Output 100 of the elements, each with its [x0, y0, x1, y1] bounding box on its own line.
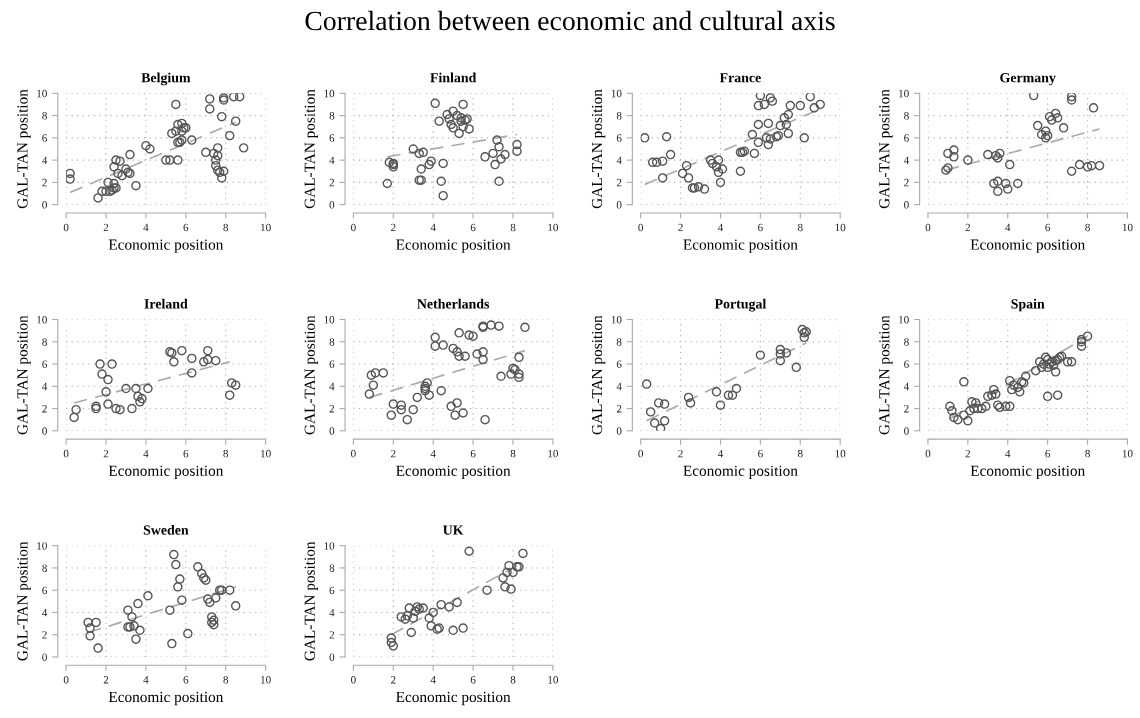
y-tick-label: 8	[42, 338, 47, 346]
x-tick-label: 0	[925, 223, 931, 232]
x-axis-title: Economic position	[970, 239, 1085, 253]
y-axis-title: GAL-TAN position	[304, 315, 318, 435]
y-tick-label: 10	[37, 542, 47, 550]
y-tick-label: 4	[329, 382, 335, 391]
y-tick-label: 0	[42, 201, 47, 209]
y-axis-title: GAL-TAN position	[17, 315, 31, 435]
x-tick-label: 10	[548, 676, 559, 684]
x-tick-label: 8	[1085, 223, 1090, 232]
y-tick-label: 4	[903, 156, 910, 164]
x-axis-title: Economic position	[108, 691, 224, 706]
x-tick-label: 0	[351, 223, 356, 232]
x-tick-label: 10	[261, 223, 271, 232]
y-axis-title: GAL-TAN position	[17, 541, 31, 661]
y-tick-label: 8	[904, 112, 909, 120]
y-tick-label: 4	[903, 382, 910, 391]
y-tick-label: 10	[611, 315, 622, 324]
x-tick-label: 10	[261, 449, 271, 458]
y-tick-label: 2	[42, 178, 47, 187]
y-tick-label: 8	[42, 112, 47, 120]
y-tick-label: 0	[42, 653, 47, 661]
y-axis-title: GAL-TAN position	[17, 89, 31, 209]
y-tick-label: 6	[904, 134, 909, 142]
y-tick-label: 0	[904, 427, 909, 435]
x-tick-label: 0	[638, 223, 644, 232]
y-axis-title: GAL-TAN position	[879, 315, 893, 435]
y-tick-label: 2	[42, 631, 47, 639]
x-tick-label: 4	[1005, 223, 1011, 232]
chart-title: Germany	[1000, 73, 1056, 86]
x-axis-title: Economic position	[108, 239, 224, 253]
x-tick-label: 6	[183, 223, 189, 232]
chart-title: Ireland	[144, 298, 188, 309]
x-tick-label: 10	[261, 676, 271, 684]
x-tick-label: 4	[143, 223, 149, 232]
x-tick-label: 0	[63, 223, 69, 232]
y-tick-label: 10	[324, 89, 335, 98]
y-axis-title: GAL-TAN position	[304, 541, 318, 661]
y-tick-label: 2	[904, 405, 909, 413]
x-tick-label: 2	[678, 449, 683, 458]
y-tick-label: 2	[329, 631, 335, 639]
y-tick-label: 0	[42, 427, 47, 435]
y-tick-label: 2	[329, 178, 335, 187]
y-tick-label: 2	[42, 405, 47, 413]
y-tick-label: 4	[616, 382, 622, 391]
y-axis-title: GAL-TAN position	[591, 89, 606, 209]
y-tick-label: 0	[329, 653, 335, 661]
x-tick-label: 6	[470, 449, 476, 458]
y-tick-label: 0	[904, 201, 909, 209]
y-axis-title: GAL-TAN position	[304, 89, 318, 209]
x-tick-label: 6	[183, 676, 189, 684]
x-axis-title: Economic position	[396, 691, 511, 706]
x-tick-label: 8	[797, 223, 803, 232]
x-tick-label: 6	[758, 449, 763, 458]
x-tick-label: 10	[1122, 449, 1133, 458]
x-tick-label: 6	[758, 223, 763, 232]
x-tick-label: 8	[797, 449, 803, 458]
y-tick-label: 6	[329, 586, 335, 595]
y-tick-label: 4	[329, 156, 335, 164]
x-tick-label: 4	[717, 223, 724, 232]
text: Correlation between economic and cultural axis	[305, 10, 835, 31]
y-tick-label: 0	[329, 201, 335, 209]
x-tick-label: 4	[143, 676, 149, 684]
x-tick-label: 6	[470, 676, 476, 684]
y-tick-label: 8	[42, 564, 47, 572]
x-tick-label: 0	[63, 676, 69, 684]
chart-title: Netherlands	[417, 298, 490, 309]
x-tick-label: 8	[510, 223, 516, 232]
y-tick-label: 10	[37, 315, 47, 324]
y-tick-label: 2	[329, 405, 335, 413]
x-tick-label: 2	[965, 449, 971, 458]
y-tick-label: 0	[616, 201, 622, 209]
x-axis-title: Economic position	[108, 465, 224, 480]
y-tick-label: 10	[899, 89, 909, 98]
x-tick-label: 2	[103, 676, 109, 684]
x-tick-label: 4	[143, 449, 149, 458]
x-tick-label: 2	[103, 449, 109, 458]
y-tick-label: 10	[324, 542, 335, 550]
x-tick-label: 0	[638, 449, 644, 458]
x-tick-label: 4	[1005, 449, 1011, 458]
x-tick-label: 10	[548, 449, 559, 458]
y-axis-title: GAL-TAN position	[879, 89, 893, 209]
x-tick-label: 2	[391, 223, 396, 232]
x-tick-label: 6	[183, 449, 189, 458]
x-tick-label: 0	[925, 449, 931, 458]
y-tick-label: 6	[616, 134, 622, 142]
x-axis-title: Economic position	[683, 465, 798, 480]
x-tick-label: 0	[351, 676, 356, 684]
x-tick-label: 0	[63, 449, 69, 458]
y-tick-label: 8	[616, 112, 622, 120]
y-tick-label: 0	[329, 427, 335, 435]
y-tick-label: 10	[611, 89, 622, 98]
chart-title: Finland	[430, 72, 477, 83]
x-tick-label: 2	[103, 223, 109, 232]
x-axis-title: Economic position	[396, 465, 511, 480]
y-tick-label: 8	[904, 338, 909, 346]
x-tick-label: 8	[223, 676, 229, 684]
y-tick-label: 6	[904, 360, 909, 368]
y-tick-label: 2	[616, 178, 622, 187]
x-tick-label: 10	[548, 223, 559, 232]
